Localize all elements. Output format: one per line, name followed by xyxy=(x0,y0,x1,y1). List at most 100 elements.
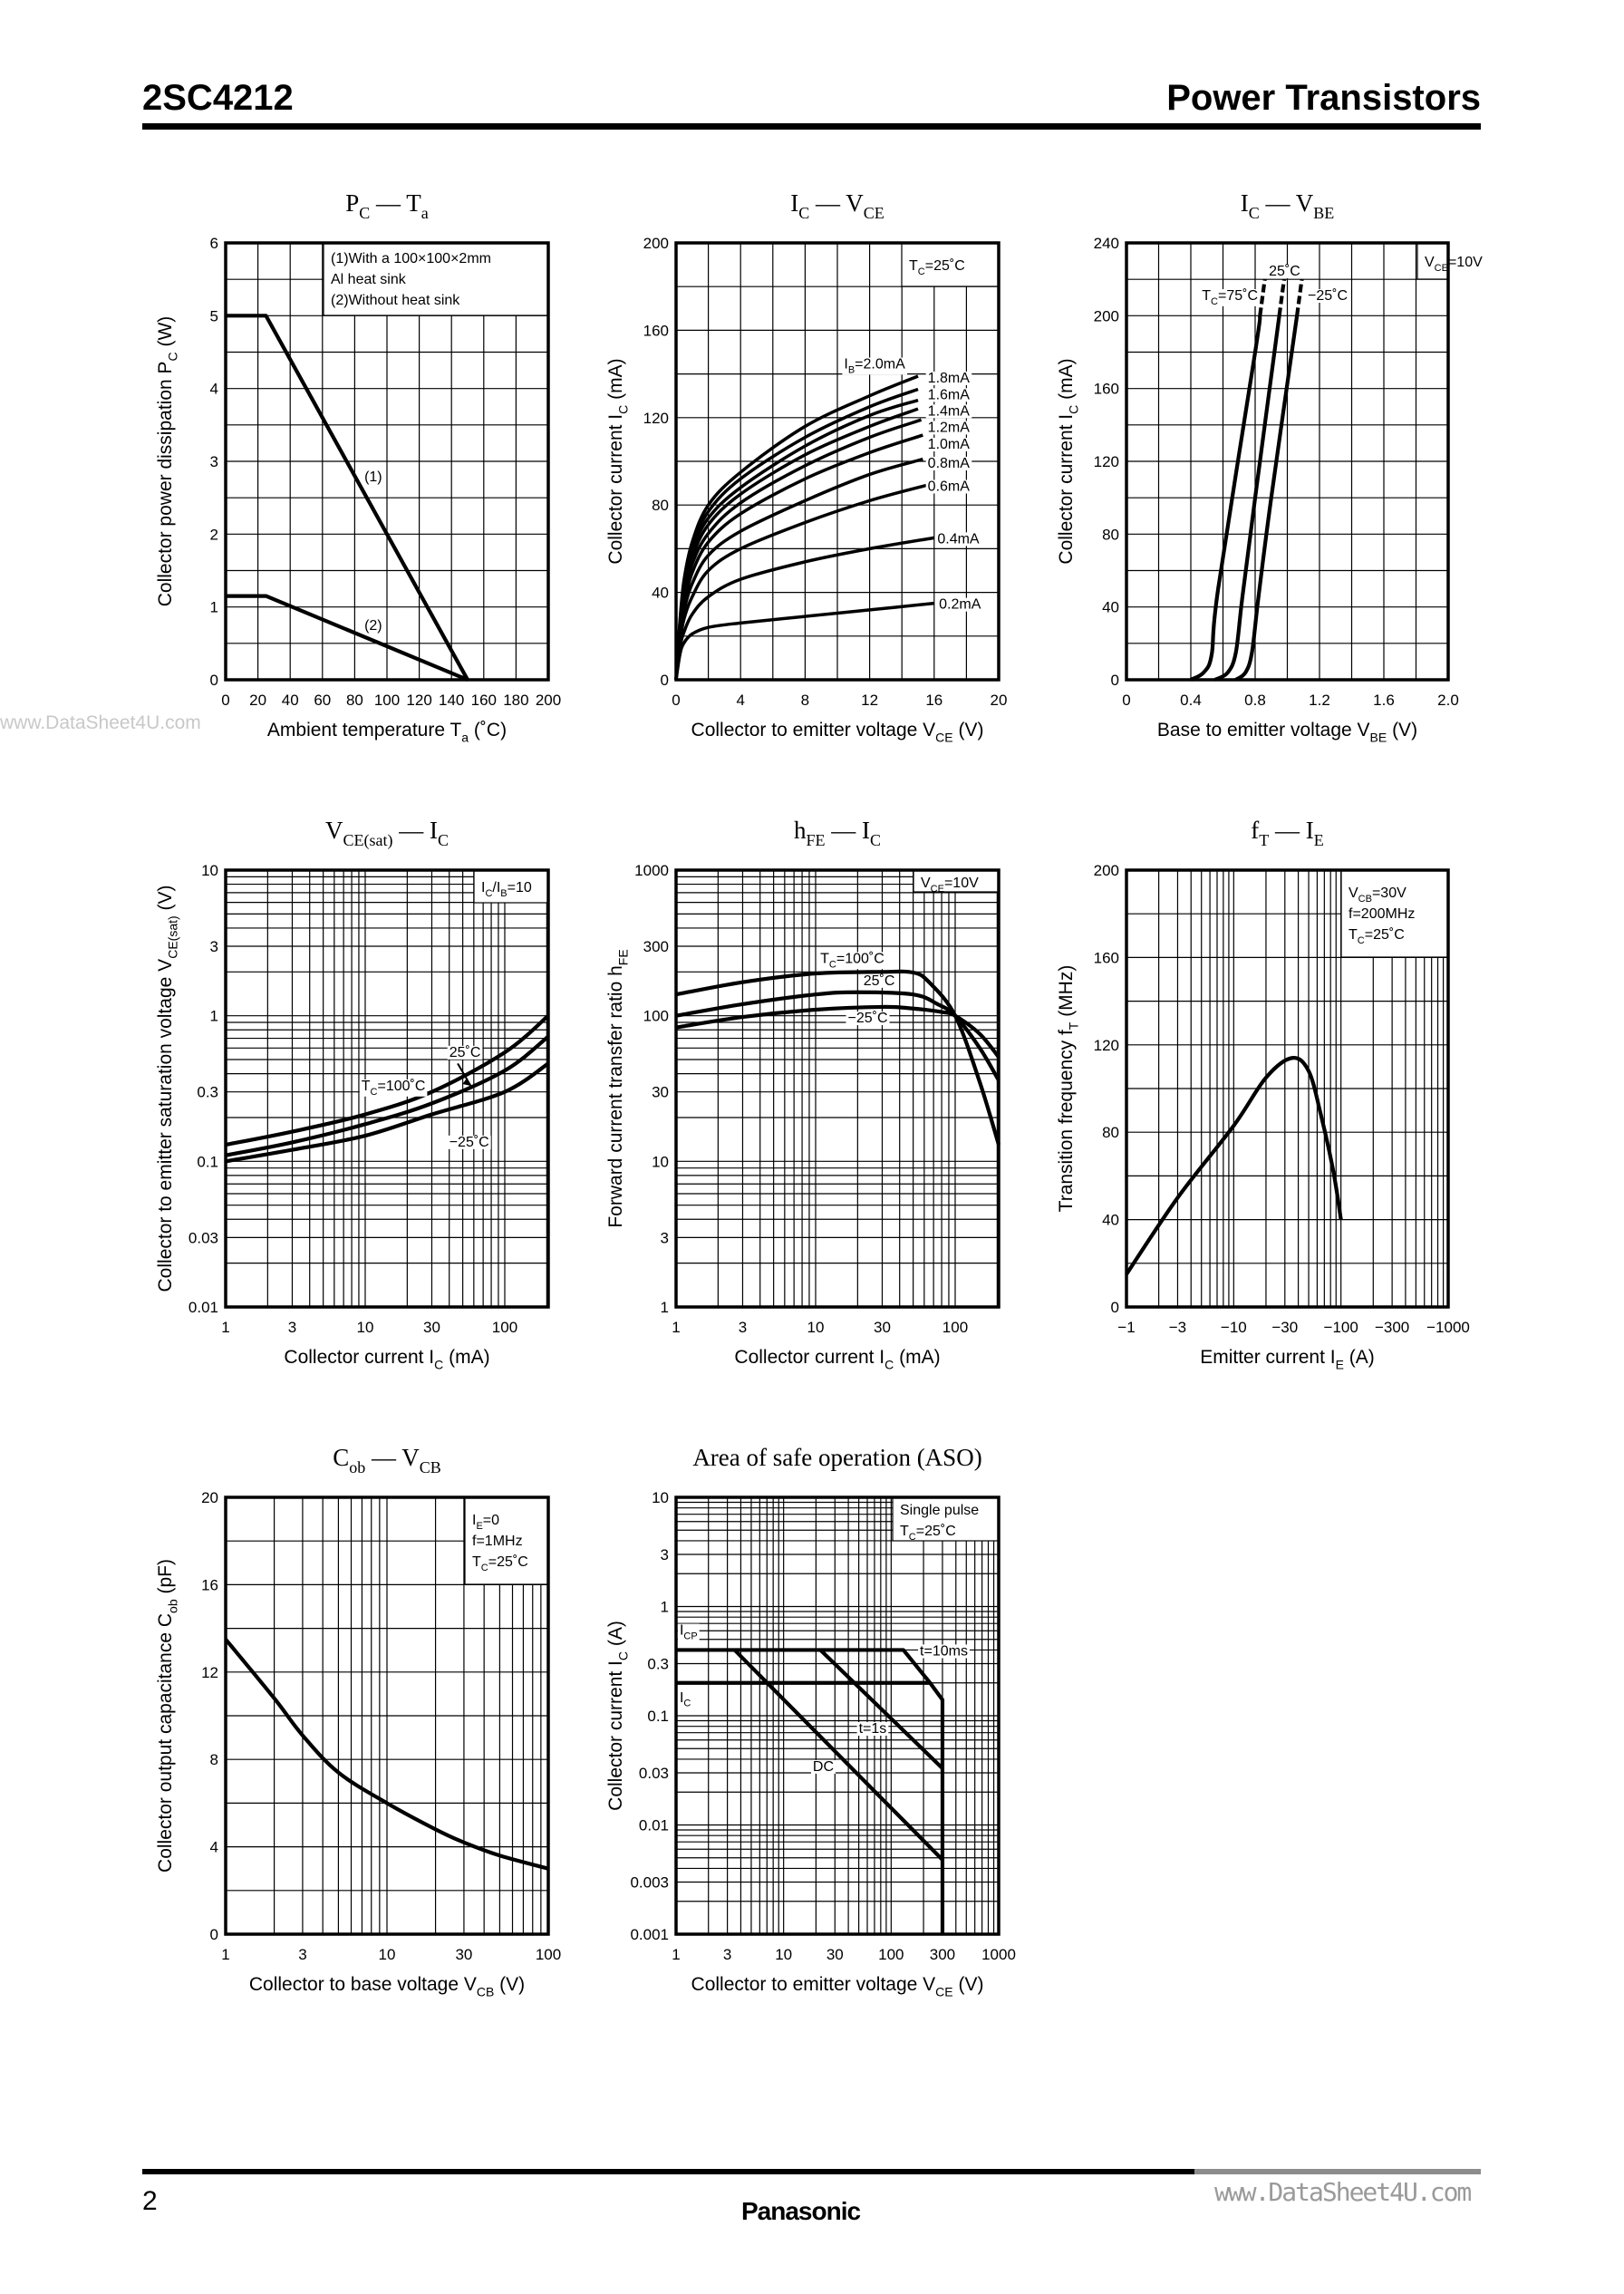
text-segment: C xyxy=(333,1444,349,1471)
x-tick-label: 1000 xyxy=(981,1946,1016,1963)
curve-label: −25˚C xyxy=(1308,288,1348,304)
text-segment: =30V xyxy=(1372,886,1406,901)
text-segment: h xyxy=(794,817,807,844)
x-tick-label: 12 xyxy=(861,692,878,709)
text-segment: T xyxy=(472,1554,481,1570)
text-segment: Collector current I xyxy=(284,1347,434,1368)
chart-title: fT — IE xyxy=(1251,817,1324,849)
text-segment: 0.8mA xyxy=(928,456,971,471)
y-tick-label: 1000 xyxy=(634,862,669,879)
curve-label-background xyxy=(925,388,972,402)
series-line xyxy=(675,1004,1000,1059)
subscript: C xyxy=(438,831,449,849)
y-axis-label: Collector current IC (mA) xyxy=(605,358,630,564)
text-segment: f xyxy=(1251,817,1259,844)
text-segment: (mA) xyxy=(605,358,626,404)
text-segment: V xyxy=(921,876,931,891)
x-tick-label: 0.8 xyxy=(1244,692,1266,709)
curve-label-background xyxy=(362,470,384,485)
curve-label: 0.8mA xyxy=(928,456,971,471)
series-dashed-extension xyxy=(1277,278,1287,316)
series-line xyxy=(225,1061,550,1164)
y-tick-label: 3 xyxy=(661,1546,669,1563)
x-tick-label: 1 xyxy=(221,1319,229,1336)
text-segment: −25˚C xyxy=(450,1135,489,1150)
curve-label: −25˚C xyxy=(847,1011,887,1026)
curve-label-background xyxy=(925,479,972,494)
plot-frame xyxy=(674,868,1000,1309)
curve-label: 1.2mA xyxy=(928,420,971,435)
x-tick-label: 30 xyxy=(826,1946,844,1963)
x-tick-label: 100 xyxy=(536,1946,561,1963)
y-tick-label: 2 xyxy=(210,526,218,543)
x-tick-label: 0 xyxy=(221,692,229,709)
footer-rule-gray xyxy=(1194,2169,1481,2174)
subscript: C xyxy=(615,1651,630,1660)
subscript: CE(sat) xyxy=(165,915,179,958)
legend-box xyxy=(473,869,549,904)
x-axis-label: Ambient temperature Ta (˚C) xyxy=(267,720,507,744)
y-tick-label: 40 xyxy=(1102,1212,1119,1229)
x-tick-label: 20 xyxy=(991,692,1008,709)
text-segment: (mA) xyxy=(894,1347,940,1368)
curve-label: IB=2.0mA xyxy=(844,357,905,376)
text-segment: Collector current I xyxy=(605,1660,626,1811)
legend-box xyxy=(901,242,1000,287)
series-line xyxy=(224,1638,549,1871)
y-tick-label: 4 xyxy=(210,1839,218,1856)
text-segment: Al heat sink xyxy=(331,272,407,287)
category-title: Power Transistors xyxy=(1166,78,1481,118)
curve-label-background xyxy=(818,952,886,970)
y-tick-label: 200 xyxy=(1094,862,1119,879)
x-tick-label: 10 xyxy=(379,1946,396,1963)
curve-label: 1.6mA xyxy=(928,387,971,402)
y-tick-label: 0 xyxy=(210,672,218,689)
chart-pc-ta: (1)With a 100×100×2mm Al heat sink (2)Wit… xyxy=(155,189,561,744)
series-dashed-extension xyxy=(1258,278,1267,316)
series-line xyxy=(225,1034,550,1157)
series-line xyxy=(1125,1056,1343,1276)
x-tick-label: 10 xyxy=(775,1946,792,1963)
series-line xyxy=(226,594,469,682)
curve-label-background xyxy=(861,973,897,988)
text-segment: (A) xyxy=(605,1621,626,1651)
legend-line: f=200MHz xyxy=(1348,906,1415,922)
curve-label-background xyxy=(856,1722,889,1737)
subscript: CE(sat) xyxy=(343,831,393,850)
curve-label-background xyxy=(925,437,972,451)
text-segment: (1)With a 100×100×2mm xyxy=(331,251,491,266)
subscript: T xyxy=(1259,831,1269,849)
text-segment: T xyxy=(900,1524,909,1539)
legend-box xyxy=(1340,869,1449,958)
y-tick-label: 0 xyxy=(661,672,669,689)
curve-label-background xyxy=(925,404,972,419)
y-tick-label: 6 xyxy=(210,235,218,252)
x-axis-label: Base to emitter voltage VBE (V) xyxy=(1157,720,1417,744)
y-axis-label: Forward current transfer ratio hFE xyxy=(605,949,630,1227)
subscript: C xyxy=(909,1532,916,1543)
arrow-head-icon xyxy=(462,1078,471,1087)
legend-line: TC=25˚C xyxy=(1348,927,1405,946)
series-line xyxy=(674,374,919,681)
text-segment: I xyxy=(680,1690,683,1706)
legend-line: VCB=30V xyxy=(1348,886,1406,905)
legend-line: VCE=10V xyxy=(1425,255,1483,274)
text-segment: V xyxy=(325,817,343,844)
subscript: CB xyxy=(1358,894,1372,905)
legend-line: Al heat sink xyxy=(331,272,407,287)
text-segment: /I xyxy=(492,880,500,895)
chart-title: IC — VBE xyxy=(1241,189,1335,222)
x-tick-label: 30 xyxy=(455,1946,472,1963)
subscript: C xyxy=(485,888,492,899)
subscript: C xyxy=(1249,204,1260,222)
x-tick-label: 1 xyxy=(672,1946,680,1963)
text-segment: 0.2mA xyxy=(939,597,981,613)
y-tick-label: 10 xyxy=(652,1153,669,1170)
x-axis-label: Collector to base voltage VCB (V) xyxy=(249,1974,525,1999)
curve-label-background xyxy=(925,456,972,470)
y-tick-label: 0.3 xyxy=(197,1084,218,1101)
curve-label: TC=75˚C xyxy=(1202,288,1258,307)
text-segment: V xyxy=(1348,886,1358,901)
text-segment: (W) xyxy=(155,316,176,353)
